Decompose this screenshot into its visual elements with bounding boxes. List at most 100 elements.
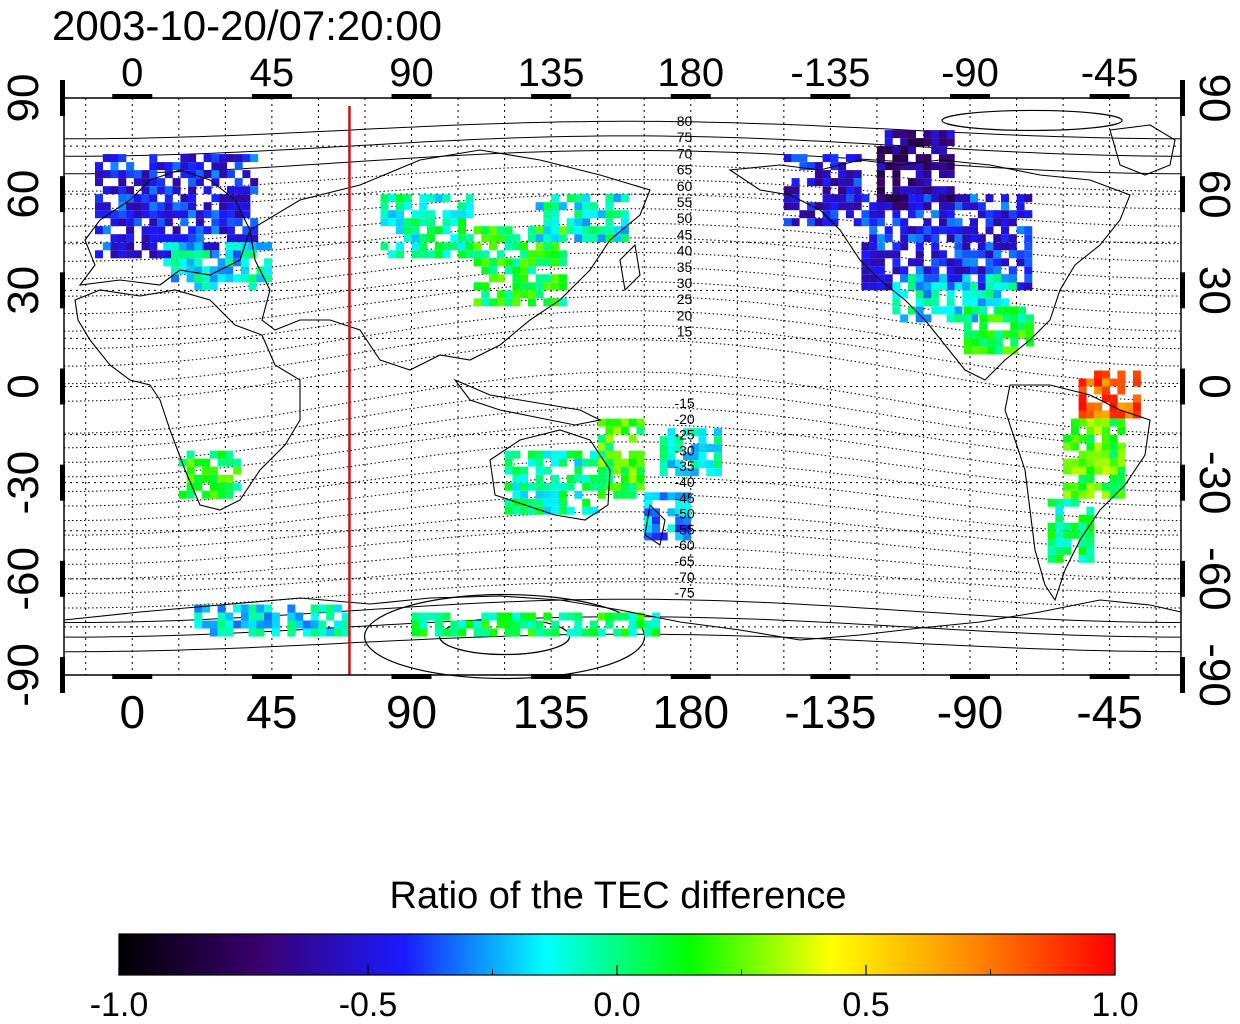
tec-cell [582,506,591,515]
tec-cell [419,194,428,203]
tec-cell [1094,370,1103,379]
tec-cell [535,628,544,637]
top-lon-tick-label: -135 [790,51,870,95]
tec-cell [458,620,467,629]
tec-cell [908,210,916,219]
tec-cell [427,234,435,243]
coastline-australia [489,429,611,521]
tec-cell [527,234,536,243]
tec-cell [496,274,505,283]
tec-cell [496,290,505,299]
tec-cell [636,474,645,483]
tec-cell [489,226,498,235]
tec-cell [512,274,521,283]
tec-cell [1055,514,1064,523]
tec-cell [690,468,699,477]
frame-bar-left [60,80,65,116]
tec-cell [1125,402,1134,411]
tec-cell [1109,410,1118,419]
tec-cell [242,226,251,235]
tec-cell [535,202,544,211]
tec-cell [791,178,800,187]
tec-cell [380,210,389,219]
frame-bar-left [60,464,65,501]
tec-cell [333,620,342,629]
tec-cell [489,274,498,283]
tec-cell [171,258,179,267]
contour-label: 60 [677,178,693,194]
tec-cell [203,186,212,195]
tec-cell [652,612,660,621]
tec-cell [985,258,994,267]
tec-cell [574,458,583,467]
contour-line [64,563,1182,594]
tec-cell [458,202,467,211]
top-lon-tick-label: 0 [121,51,143,95]
tec-cell [970,226,978,235]
tec-cell [892,258,901,267]
tec-cell [985,282,994,291]
tec-cell [118,242,127,251]
tec-cell [892,178,901,187]
tec-cell [977,266,986,275]
tec-cell [987,314,996,323]
tec-cell [504,242,513,251]
bottom-lon-tick-label: -135 [784,686,876,738]
tec-cell [318,620,327,629]
tec-cell [915,234,924,243]
tec-cell [527,450,536,459]
tec-cell [644,524,653,533]
left-lat-tick-label: 30 [0,266,48,315]
tec-cell [993,258,1002,267]
top-lon-tick-label: 90 [389,51,434,95]
tec-cell [620,612,629,621]
tec-cell [923,186,932,195]
tec-cell [1078,450,1087,459]
tec-cell [869,250,878,259]
tec-cell [186,482,195,491]
contour-label: 75 [677,129,693,145]
tec-cell [574,202,583,211]
tec-cell [1078,410,1087,419]
tec-cell [188,154,197,163]
tec-cell [118,178,127,187]
tec-cell [209,620,218,629]
contour-line [64,281,1182,332]
tec-cell [892,306,901,315]
tec-cell [915,178,924,187]
tec-cell [118,194,127,203]
tec-cell [954,266,963,275]
right-lat-tick-label: 30 [1190,266,1239,315]
tec-cell [574,474,583,483]
tec-cell [807,202,816,211]
tec-cell [970,202,978,211]
tec-cell [915,282,924,291]
tec-cell [605,194,614,203]
tec-cell [628,612,637,621]
coastline-north-america [728,159,1131,381]
tec-cell [597,474,606,483]
tec-cell [597,210,606,219]
tec-cell [380,242,389,251]
tec-cell [884,146,893,155]
tec-cell [256,274,265,283]
tec-cell [939,274,947,283]
tec-cell [830,154,839,163]
tec-cell [574,466,583,475]
tec-cell [256,604,265,613]
tec-cell [931,250,940,259]
tec-cell [931,290,940,299]
tec-cell [535,226,544,235]
tec-cell [853,194,862,203]
tec-cell [636,458,645,467]
tec-cell [620,474,629,483]
tec-cell [141,202,150,211]
tec-cell [652,492,660,501]
tec-cell [551,482,560,491]
tec-cell [597,434,606,443]
tec-cell [442,628,451,637]
tec-cell [172,210,181,219]
tec-cell [225,450,234,459]
tec-cell [1078,522,1087,531]
tec-cell [931,258,940,267]
